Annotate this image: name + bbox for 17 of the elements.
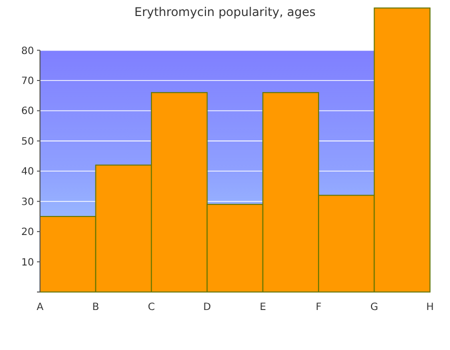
y-tick-label: 40	[21, 166, 34, 178]
y-tick-label: 60	[21, 106, 34, 118]
x-tick-label: H	[426, 302, 434, 313]
x-tick-label: F	[316, 302, 322, 313]
y-tick-label: 80	[21, 46, 34, 57]
y-tick-label: 70	[21, 76, 34, 88]
x-tick-label: C	[148, 302, 155, 313]
x-tick-label: E	[260, 302, 266, 313]
chart-title: Erythromycin popularity, ages	[134, 5, 316, 19]
y-tick-label: 10	[21, 257, 34, 268]
y-tick-label: 50	[21, 136, 34, 148]
y-tick-label: 30	[21, 196, 34, 208]
x-tick-label: G	[370, 302, 378, 313]
x-tick-label: D	[203, 302, 212, 313]
x-tick-label: A	[36, 302, 44, 313]
y-tick-label: 20	[21, 227, 34, 238]
x-tick-label: B	[92, 302, 100, 313]
